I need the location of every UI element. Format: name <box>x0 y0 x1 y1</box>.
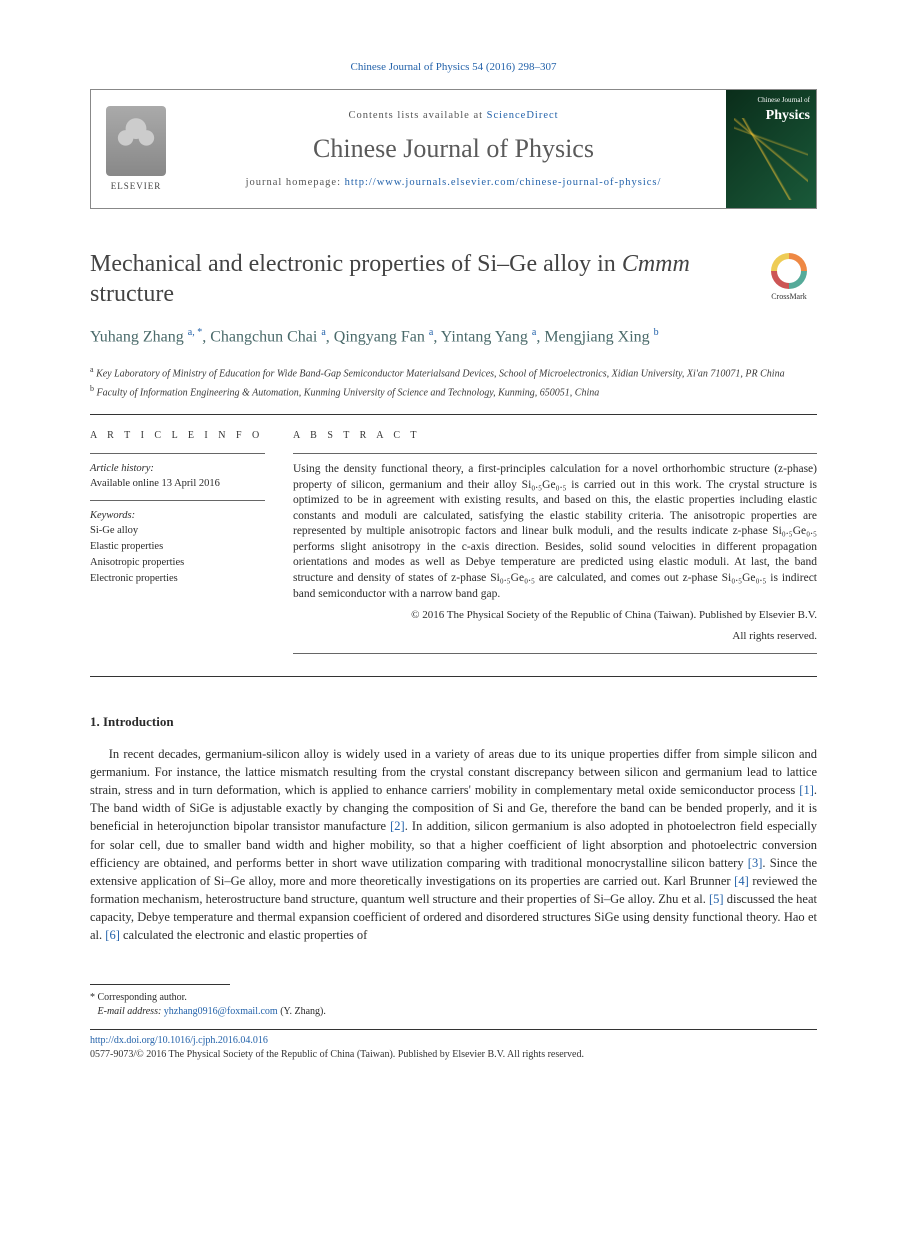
affil-text: Key Laboratory of Ministry of Education … <box>94 368 785 379</box>
sciencedirect-link[interactable]: ScienceDirect <box>487 110 559 121</box>
introduction-section: 1. Introduction In recent decades, germa… <box>90 713 817 945</box>
keywords-label: Keywords: <box>90 509 265 524</box>
crossmark-label: CrossMark <box>771 291 807 302</box>
journal-cover-thumb: Chinese Journal of Physics <box>726 90 816 208</box>
divider <box>90 414 817 415</box>
abstract-divider <box>293 653 817 654</box>
top-citation: Chinese Journal of Physics 54 (2016) 298… <box>90 60 817 75</box>
journal-header: ELSEVIER Contents lists available at Sci… <box>90 89 817 209</box>
abstract-divider <box>293 453 817 454</box>
info-divider <box>90 453 265 454</box>
keyword-item: Si-Ge alloy <box>90 524 265 539</box>
doi-link[interactable]: http://dx.doi.org/10.1016/j.cjph.2016.04… <box>90 1035 268 1046</box>
footnote-rule <box>90 984 230 985</box>
crossmark-icon <box>771 253 807 289</box>
homepage-link[interactable]: http://www.journals.elsevier.com/chinese… <box>345 177 662 188</box>
header-center: Contents lists available at ScienceDirec… <box>181 90 726 208</box>
journal-name: Chinese Journal of Physics <box>313 131 594 167</box>
title-post: structure <box>90 281 174 307</box>
abstract-head: A B S T R A C T <box>293 429 817 443</box>
title-pre: Mechanical and electronic properties of … <box>90 251 622 277</box>
crossmark-badge[interactable]: CrossMark <box>761 249 817 305</box>
abstract-column: A B S T R A C T Using the density functi… <box>293 429 817 661</box>
issn-copyright: 0577-9073/© 2016 The Physical Society of… <box>90 1048 817 1062</box>
cover-small-text: Chinese Journal of <box>758 96 811 106</box>
abstract-copyright-2: All rights reserved. <box>293 629 817 644</box>
doi-line: http://dx.doi.org/10.1016/j.cjph.2016.04… <box>90 1034 817 1048</box>
article-info-column: A R T I C L E I N F O Article history: A… <box>90 429 265 661</box>
intro-paragraph: In recent decades, germanium-silicon all… <box>90 745 817 944</box>
history-label: Article history: <box>90 462 265 477</box>
email-line: E-mail address: yhzhang0916@foxmail.com … <box>90 1005 817 1019</box>
bottom-divider <box>90 1029 817 1030</box>
affiliation-b: b Faculty of Information Engineering & A… <box>90 383 817 400</box>
info-abstract-row: A R T I C L E I N F O Article history: A… <box>90 429 817 661</box>
keyword-item: Elastic properties <box>90 540 265 555</box>
abstract-copyright-1: © 2016 The Physical Society of the Repub… <box>293 608 817 623</box>
history-value: Available online 13 April 2016 <box>90 477 265 492</box>
intro-heading: 1. Introduction <box>90 713 817 731</box>
affiliation-a: a Key Laboratory of Ministry of Educatio… <box>90 364 817 381</box>
email-suffix: (Y. Zhang). <box>278 1006 326 1017</box>
article-title: Mechanical and electronic properties of … <box>90 249 741 309</box>
keywords-list: Si-Ge alloy Elastic properties Anisotrop… <box>90 524 265 586</box>
authors-line: Yuhang Zhang a, *, Changchun Chai a, Qin… <box>90 325 817 349</box>
abstract-text: Using the density functional theory, a f… <box>293 462 817 602</box>
keyword-item: Electronic properties <box>90 572 265 587</box>
author-email-link[interactable]: yhzhang0916@foxmail.com <box>164 1006 278 1017</box>
title-italic: Cmmm <box>622 251 690 277</box>
cover-big-text: Physics <box>766 106 810 126</box>
article-info-head: A R T I C L E I N F O <box>90 429 265 443</box>
divider <box>90 676 817 677</box>
affil-text: Faculty of Information Engineering & Aut… <box>94 387 599 398</box>
contents-list-line: Contents lists available at ScienceDirec… <box>348 109 558 124</box>
corresponding-author: * Corresponding author. <box>90 991 817 1005</box>
info-divider <box>90 500 265 501</box>
elsevier-label: ELSEVIER <box>111 180 162 193</box>
title-row: Mechanical and electronic properties of … <box>90 249 817 309</box>
contents-prefix: Contents lists available at <box>348 110 486 121</box>
elsevier-tree-icon <box>106 106 166 176</box>
homepage-line: journal homepage: http://www.journals.el… <box>246 176 662 191</box>
affiliations: a Key Laboratory of Ministry of Educatio… <box>90 364 817 401</box>
keyword-item: Anisotropic properties <box>90 556 265 571</box>
homepage-prefix: journal homepage: <box>246 177 345 188</box>
elsevier-logo-block: ELSEVIER <box>91 90 181 208</box>
email-label: E-mail address: <box>98 1006 164 1017</box>
